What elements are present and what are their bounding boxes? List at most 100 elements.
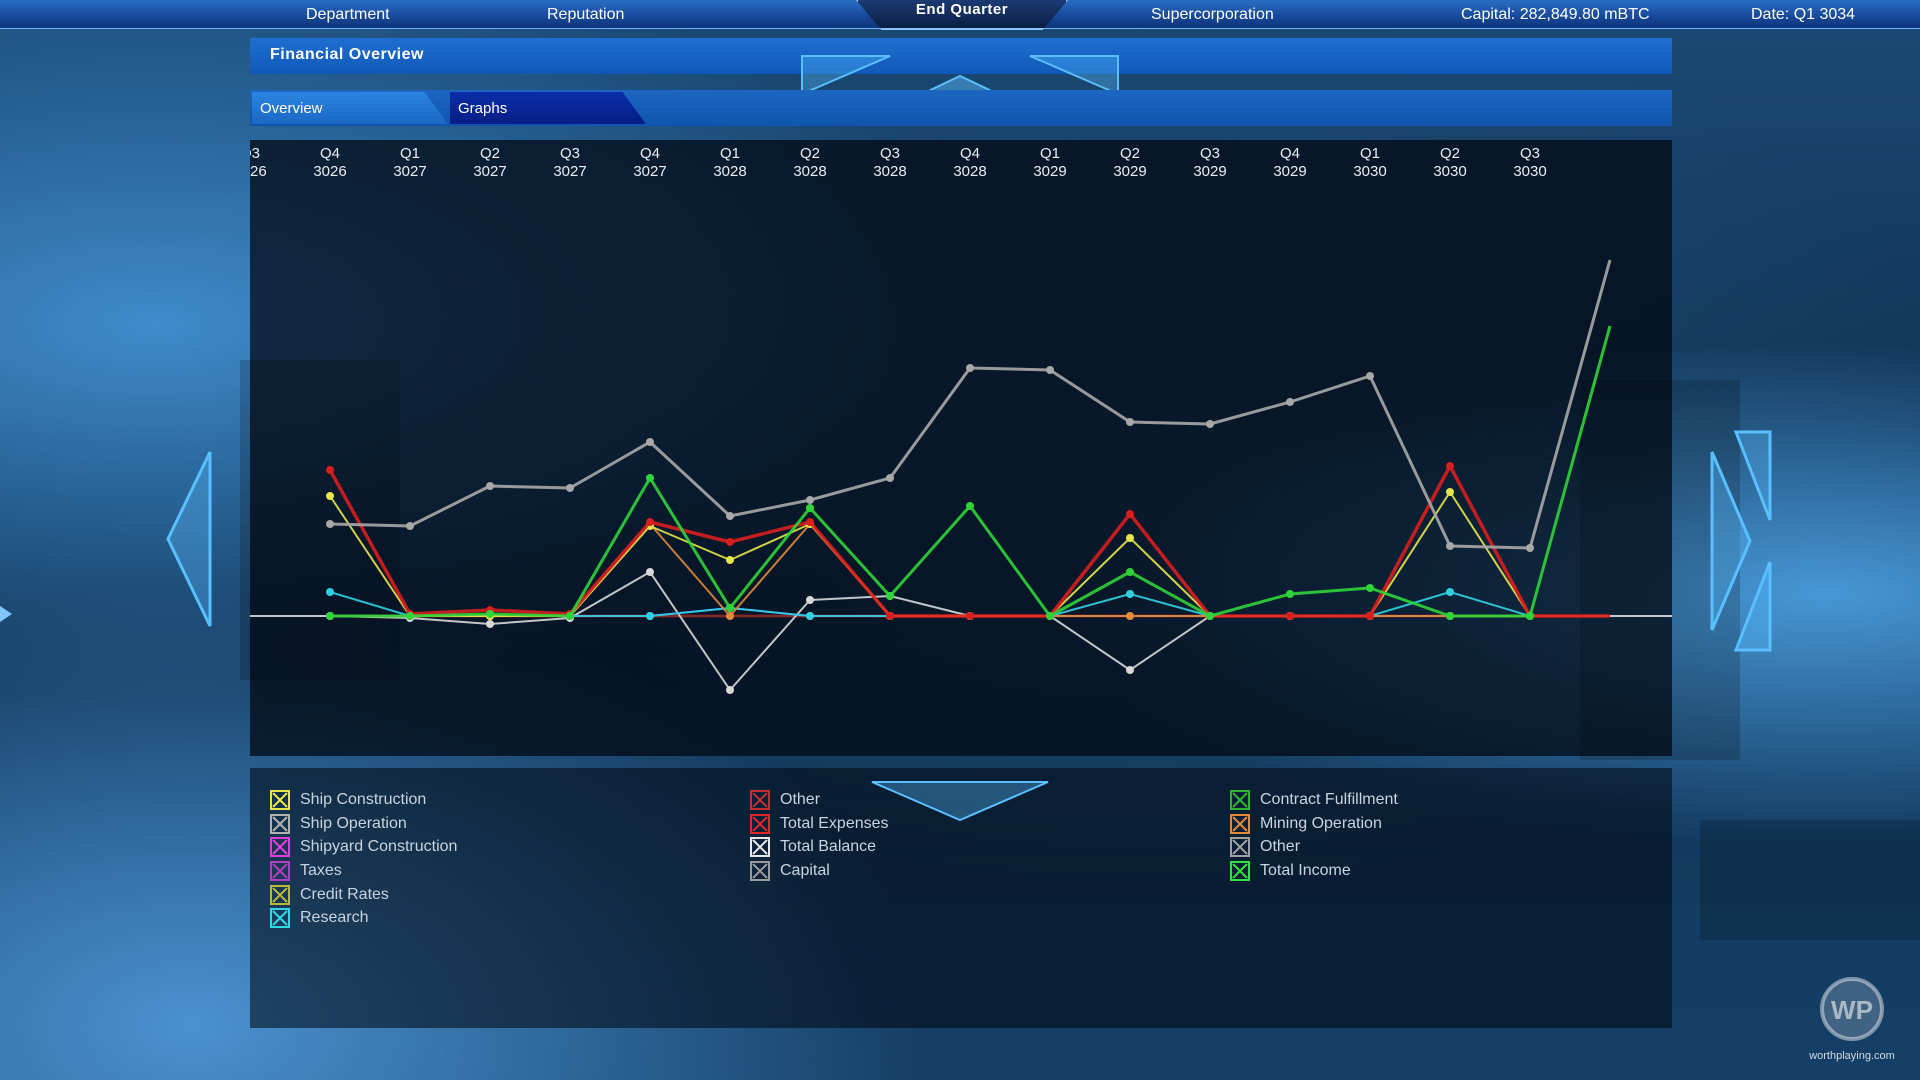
legend-toggle-icon[interactable] [750,861,770,881]
x-tick-quarter: Q3 [1520,145,1540,162]
legend-toggle-icon[interactable] [750,837,770,857]
panel-title-bar: Financial Overview [250,38,1672,74]
series-line [329,491,1610,617]
panel-title: Financial Overview [270,46,424,63]
x-tick-quarter: Q2 [800,145,820,162]
data-point [406,612,414,620]
legend-label: Ship Construction [300,791,427,808]
data-point [726,556,734,564]
expand-arrow-icon[interactable] [870,780,1050,824]
data-point [966,502,974,510]
data-point [406,522,414,530]
legend-label: Contract Fulfillment [1260,791,1398,808]
data-point [966,364,974,372]
legend-toggle-icon[interactable] [1230,790,1250,810]
watermark-text: worthplaying.com [1809,1050,1895,1062]
x-tick-year: 3029 [1113,163,1146,180]
capital-readout: Capital: 282,849.80 mBTC [1461,6,1650,23]
data-point [646,568,654,576]
legend-label: Shipyard Construction [300,838,458,855]
x-tick-year: 3028 [793,163,826,180]
end-quarter-button[interactable]: End Quarter [856,0,1068,30]
data-point [326,492,334,500]
data-point [326,466,334,474]
data-point [1526,544,1534,552]
legend-toggle-icon[interactable] [270,885,290,905]
nav-reputation[interactable]: Reputation [547,6,625,23]
data-point [886,474,894,482]
background-shape [1700,820,1920,940]
data-point [1126,534,1134,542]
legend-toggle-icon[interactable] [1230,814,1250,834]
data-point [1206,612,1214,620]
graph-legend: Ship Construction Ship Operation Shipyard … [250,768,1672,1028]
x-tick-quarter: Q3 [560,145,580,162]
data-point [1446,488,1454,496]
data-point [326,520,334,528]
data-point [1046,612,1054,620]
data-point [806,504,814,512]
legend-toggle-icon[interactable] [270,861,290,881]
data-point [886,612,894,620]
nav-supercorporation[interactable]: Supercorporation [1151,6,1274,23]
data-point [326,612,334,620]
svg-text:WP: WP [1831,995,1873,1025]
nav-department[interactable]: Department [306,6,390,23]
tab-graphs-label: Graphs [458,100,508,117]
x-tick-year: 3027 [633,163,666,180]
legend-toggle-icon[interactable] [270,814,290,834]
line-chart: Q33026Q43026Q13027Q23027Q33027Q43027Q130… [233,145,1672,694]
x-tick-year: 3027 [553,163,586,180]
data-point [1126,418,1134,426]
data-point [886,592,894,600]
watermark: WP worthplaying.com [1802,975,1902,1062]
tab-graphs[interactable]: Graphs [450,92,646,124]
previous-page-arrow-icon[interactable] [164,448,214,630]
legend-toggle-icon[interactable] [270,908,290,928]
tab-row: Overview Graphs [250,90,1672,126]
data-point [1126,612,1134,620]
x-tick-quarter: Q2 [480,145,500,162]
x-tick-year: 3026 [250,163,267,180]
data-point [726,604,734,612]
x-tick-year: 3029 [1033,163,1066,180]
legend-toggle-icon[interactable] [750,814,770,834]
x-tick-quarter: Q4 [640,145,660,162]
legend-label: Total Income [1260,862,1351,879]
next-page-arrow-icon[interactable] [1706,428,1776,654]
x-tick-year: 3028 [873,163,906,180]
tab-overview[interactable]: Overview [252,92,448,124]
data-point [1126,590,1134,598]
data-point [1446,612,1454,620]
legend-label: Other [1260,838,1301,855]
data-point [1046,366,1054,374]
tab-overview-label: Overview [260,100,323,117]
data-point [566,612,574,620]
legend-toggle-icon[interactable] [1230,837,1250,857]
data-point [1206,420,1214,428]
legend-toggle-icon[interactable] [270,790,290,810]
legend-toggle-icon[interactable] [270,837,290,857]
data-point [806,596,814,604]
data-point [726,538,734,546]
data-point [486,610,494,618]
data-point [806,518,814,526]
legend-label: Total Balance [780,838,877,855]
data-point [1366,612,1374,620]
left-edge-arrow-icon [0,606,12,622]
legend-label: Ship Operation [300,815,407,832]
data-point [486,482,494,490]
data-point [326,588,334,596]
x-tick-quarter: Q4 [1280,145,1300,162]
legend-toggle-icon[interactable] [1230,861,1250,881]
x-tick-quarter: Q2 [1440,145,1460,162]
date-readout: Date: Q1 3034 [1751,6,1856,23]
x-tick-year: 3028 [953,163,986,180]
x-tick-quarter: Q4 [320,145,340,162]
data-point [646,438,654,446]
legend-toggle-icon[interactable] [750,790,770,810]
data-point [806,496,814,504]
data-point [966,612,974,620]
x-tick-year: 3027 [393,163,426,180]
legend-label: Total Expenses [780,815,889,832]
